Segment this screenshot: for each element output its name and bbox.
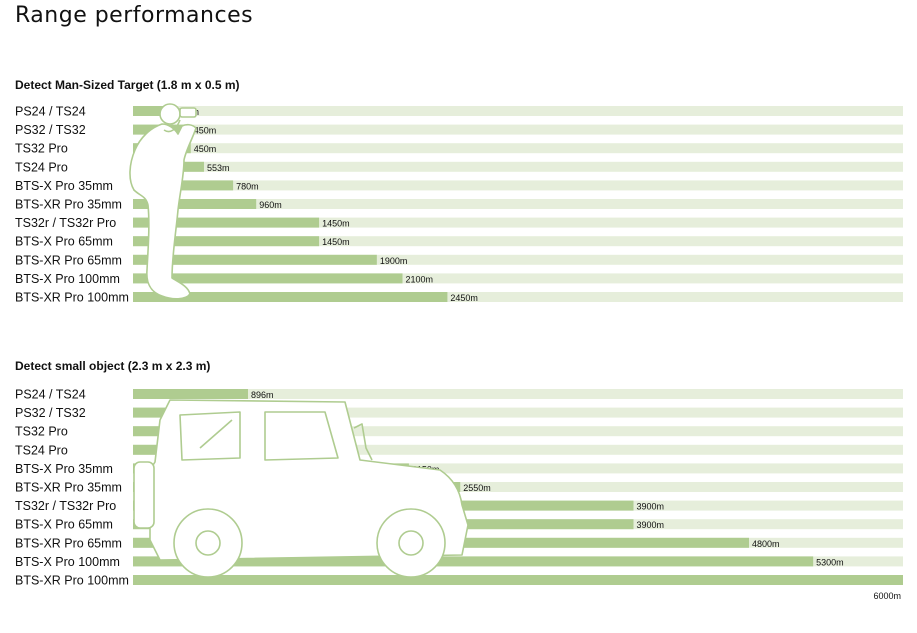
chart-section-1: Detect Man-Sized Target (1.8 m x 0.5 m) P… [15, 78, 903, 305]
row-stripe [133, 217, 903, 228]
row-stripe [133, 273, 903, 284]
page-title: Range performances [15, 3, 254, 28]
category-label: TS32r / TS32r Pro [15, 499, 116, 513]
bar [133, 236, 320, 247]
bar [133, 217, 320, 228]
row-stripe [133, 199, 903, 209]
value-label: 3900m [637, 520, 665, 530]
bar [133, 389, 248, 399]
category-label: BTS-XR Pro 65mm [15, 536, 122, 550]
value-label: 2550m [463, 483, 491, 493]
value-label: 2100m [406, 274, 434, 284]
value-label: 960m [259, 200, 282, 210]
bar [133, 292, 448, 302]
category-label: TS24 Pro [15, 160, 68, 174]
category-label: BTS-X Pro 35mm [15, 462, 113, 476]
value-label: 5300m [816, 557, 844, 567]
row-stripe [133, 407, 903, 418]
category-label: BTS-XR Pro 65mm [15, 253, 122, 267]
value-label: 2450m [450, 293, 478, 303]
category-label: PS24 / TS24 [15, 388, 86, 402]
row-stripe [133, 482, 903, 492]
row-stripe [133, 444, 903, 455]
value-label: 450m [194, 126, 217, 136]
off-road-vehicle-icon [133, 399, 469, 578]
category-label: PS32 / TS32 [15, 123, 86, 137]
row-stripe [133, 106, 903, 116]
value-label: 896m [251, 390, 274, 400]
category-label: TS32r / TS32r Pro [15, 216, 116, 230]
category-label: BTS-X Pro 65mm [15, 235, 113, 249]
section-title: Detect Man-Sized Target (1.8 m x 0.5 m) [15, 78, 240, 92]
category-label: TS32 Pro [15, 142, 68, 156]
category-label: BTS-XR Pro 100mm [15, 291, 129, 305]
section-title: Detect small object (2.3 m x 2.3 m) [15, 359, 210, 373]
category-label: BTS-X Pro 65mm [15, 518, 113, 532]
value-label: 1450m [322, 237, 350, 247]
bar [133, 575, 903, 585]
row-stripe [133, 161, 903, 172]
bar [133, 180, 234, 191]
row-stripe [133, 236, 903, 247]
category-label: BTS-X Pro 100mm [15, 272, 120, 286]
category-label: BTS-X Pro 100mm [15, 555, 120, 569]
bar [133, 273, 403, 284]
value-label: 4800m [752, 539, 780, 549]
bar [133, 556, 814, 567]
row-stripe [133, 143, 903, 154]
value-label: 6000m [873, 591, 901, 601]
row-stripe [133, 426, 903, 437]
value-label: 1900m [380, 256, 408, 266]
category-label: BTS-XR Pro 100mm [15, 574, 129, 588]
bar-rows [133, 106, 903, 302]
category-label: BTS-XR Pro 35mm [15, 198, 122, 212]
row-stripe [133, 292, 903, 302]
row-stripe [133, 389, 903, 399]
category-label: TS24 Pro [15, 443, 68, 457]
row-stripe [133, 254, 903, 265]
bar [133, 199, 257, 209]
category-label: BTS-XR Pro 35mm [15, 481, 122, 495]
value-label: 1450m [322, 219, 350, 229]
category-label: PS24 / TS24 [15, 105, 86, 119]
value-label: 3900m [637, 502, 665, 512]
row-stripe [133, 463, 903, 474]
person-with-binoculars-icon [129, 103, 197, 300]
row-stripes [133, 106, 903, 302]
chart-section-2: Detect small object (2.3 m x 2.3 m) PS24 … [15, 359, 903, 601]
value-label: 450m [194, 144, 217, 154]
bar [133, 106, 174, 116]
value-label: 553m [207, 163, 230, 173]
category-label: BTS-X Pro 35mm [15, 179, 113, 193]
row-stripe [133, 124, 903, 135]
row-stripe [133, 180, 903, 191]
value-label: 780m [236, 181, 259, 191]
category-label: PS32 / TS32 [15, 406, 86, 420]
bar [133, 254, 377, 265]
category-label: TS32 Pro [15, 425, 68, 439]
